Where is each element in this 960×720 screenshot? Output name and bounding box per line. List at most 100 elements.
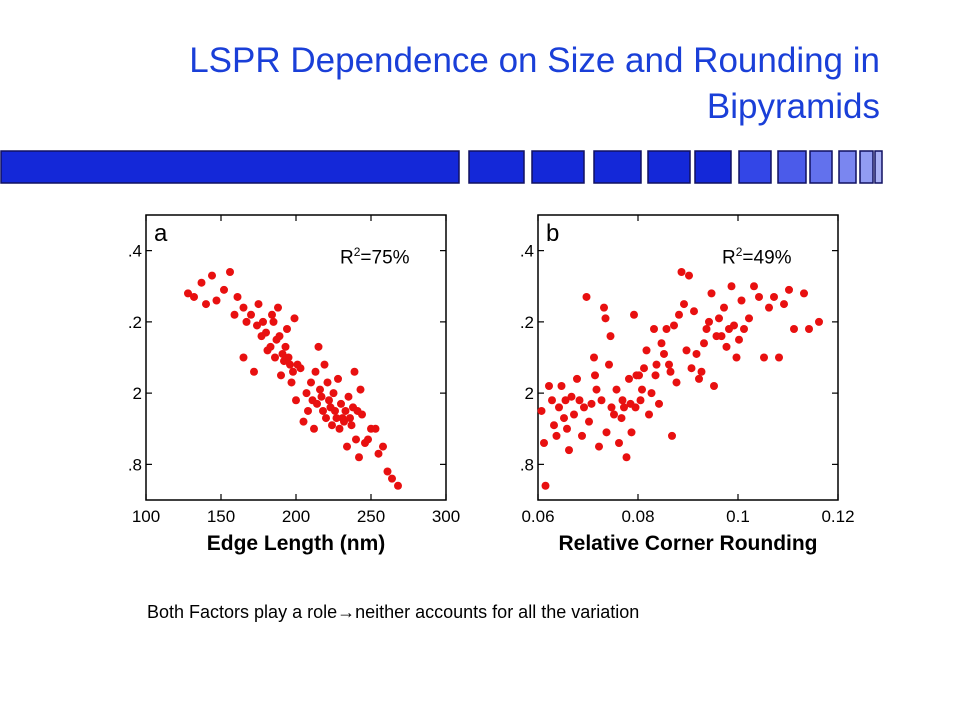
y-tick-label: 2.2 — [520, 313, 534, 332]
data-point — [247, 310, 255, 319]
y-tick-label: 2.4 — [520, 242, 534, 261]
data-point — [316, 385, 324, 394]
data-point — [541, 481, 550, 490]
r2-sup-a: 2 — [353, 245, 361, 259]
bar-segment — [531, 150, 585, 184]
data-point — [311, 367, 320, 376]
data-point — [561, 396, 570, 405]
data-point — [341, 406, 350, 415]
data-point — [707, 289, 716, 298]
bar-segment — [838, 150, 857, 184]
data-point — [737, 296, 746, 305]
data-point — [582, 292, 591, 301]
data-point — [601, 314, 610, 323]
data-point — [352, 435, 360, 444]
data-point — [705, 317, 713, 326]
r2-value-a: =75% — [360, 247, 410, 269]
slide-caption: Both Factors play a role→neither account… — [147, 602, 639, 623]
data-point — [672, 378, 681, 387]
data-point — [347, 421, 356, 430]
data-point — [715, 314, 723, 323]
data-point — [620, 403, 628, 412]
x-tick-label: 300 — [432, 507, 460, 526]
data-point — [329, 389, 338, 398]
data-point — [548, 396, 556, 405]
data-point — [268, 310, 276, 319]
data-point — [575, 396, 584, 405]
data-point — [636, 396, 645, 405]
data-point — [662, 325, 671, 333]
data-point — [254, 300, 263, 309]
data-point — [331, 406, 339, 415]
data-point — [780, 300, 788, 309]
data-point — [302, 389, 311, 398]
x-tick-label: 0.06 — [521, 507, 554, 526]
data-point — [346, 414, 354, 423]
bar-segment — [468, 150, 525, 184]
x-tick-label: 150 — [207, 507, 235, 526]
data-point — [592, 385, 601, 394]
r2-annotation-b: R2=49% — [722, 245, 792, 269]
plot-frame — [537, 214, 839, 501]
caption-part2: neither accounts for all the variation — [355, 602, 640, 622]
data-point — [727, 282, 736, 291]
data-point — [790, 325, 798, 333]
arrow-right-icon: → — [337, 602, 356, 622]
data-point — [550, 421, 558, 430]
data-point — [545, 382, 553, 390]
data-point — [617, 414, 626, 423]
data-point — [239, 353, 248, 362]
data-point — [319, 406, 327, 415]
y-tick-label: 2 — [133, 384, 142, 403]
data-point — [755, 292, 763, 301]
panel-label: b — [546, 220, 559, 247]
y-tick-label: 2.2 — [128, 313, 142, 332]
r2-base-b: R — [722, 247, 736, 269]
y-tick-label: 2 — [525, 384, 534, 403]
data-point — [630, 310, 638, 319]
y-tick-label: 1.8 — [520, 455, 534, 474]
data-point — [607, 403, 616, 412]
data-point — [657, 339, 666, 348]
data-point — [358, 410, 366, 419]
data-point — [233, 292, 242, 301]
data-point — [638, 385, 646, 394]
data-point — [317, 392, 326, 401]
data-point — [335, 424, 344, 433]
data-point — [605, 360, 613, 369]
data-point — [640, 364, 648, 373]
data-point — [573, 374, 581, 383]
data-point — [274, 303, 282, 312]
plot-frame — [145, 214, 447, 501]
data-point — [313, 399, 321, 408]
data-point — [289, 367, 297, 376]
data-point — [622, 453, 631, 462]
data-point — [591, 371, 599, 380]
data-point — [615, 439, 623, 447]
data-point — [775, 353, 783, 362]
data-point — [680, 300, 688, 309]
data-point — [277, 371, 285, 380]
data-point — [374, 449, 383, 458]
data-point — [197, 278, 206, 287]
data-point — [690, 307, 698, 316]
data-point — [340, 417, 348, 426]
data-point — [660, 349, 668, 358]
data-point — [286, 360, 294, 369]
data-point — [580, 403, 588, 412]
data-point — [740, 325, 748, 333]
y-tick-label: 1.8 — [128, 455, 142, 474]
data-point — [682, 346, 691, 355]
data-point — [230, 310, 239, 319]
data-point — [560, 414, 568, 423]
data-point — [750, 282, 758, 291]
data-point — [344, 392, 353, 401]
data-point — [655, 399, 663, 408]
r2-base-a: R — [340, 247, 354, 269]
data-point — [697, 367, 706, 376]
data-point — [702, 325, 711, 333]
data-point — [281, 342, 290, 351]
data-point — [259, 317, 267, 326]
data-point — [220, 285, 228, 294]
x-tick-label: 0.12 — [821, 507, 854, 526]
